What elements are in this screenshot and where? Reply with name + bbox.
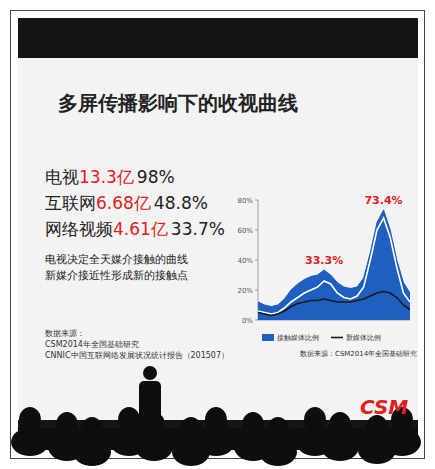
y-tick-label: 0% (242, 317, 253, 325)
source: 数据来源： (45, 329, 85, 338)
shoulders (321, 433, 359, 461)
annotation: 33.3% (305, 254, 343, 267)
stat-line: 网络视频4.61亿33.7% (45, 219, 225, 239)
legend-label: 新媒体比例 (346, 334, 381, 342)
stat-share: 98% (137, 167, 175, 187)
frame (11, 11, 425, 459)
note: 新媒介接近性形成新的接触点 (45, 269, 188, 282)
y-tick-label: 60% (237, 227, 253, 235)
y-tick (255, 290, 258, 291)
shoulders (11, 428, 49, 456)
speaker-head (143, 366, 157, 380)
stat-label: 电视 (45, 167, 79, 187)
stat-count: 6.68亿 (96, 193, 151, 213)
legend-swatch (262, 334, 274, 341)
line (258, 292, 410, 316)
y-tick-label: 20% (237, 287, 253, 295)
y-tick (255, 320, 258, 321)
y-tick (255, 230, 258, 231)
page: 多屏传播影响下的收视曲线电视13.3亿98%互联网6.68亿48.8%网络视频4… (0, 0, 435, 469)
slide-title: 多屏传播影响下的收视曲线 (58, 91, 298, 115)
shoulders (73, 438, 111, 466)
slide (18, 58, 418, 420)
legend-label: 接触媒体比例 (277, 334, 319, 342)
stat-share: 48.8% (154, 193, 208, 213)
legend-swatch (331, 337, 343, 339)
speaker-body (139, 381, 161, 431)
logo: CSM (360, 395, 408, 419)
paper (0, 0, 435, 469)
y-tick (255, 200, 258, 201)
annotation: 73.4% (364, 194, 402, 207)
y-tick-label: 80% (237, 197, 253, 205)
audience (11, 366, 421, 466)
note: 电视决定全天媒介接触的曲线 (45, 253, 188, 266)
shoulders (135, 433, 173, 461)
source: CSM2014年全国基础研究 (45, 340, 139, 349)
stat-label: 网络视频 (45, 219, 113, 239)
chart-source: 数据来源：CSM2014年全国基础研究 (300, 350, 417, 358)
stat-count: 4.61亿 (113, 219, 168, 239)
stat-count: 13.3亿 (79, 167, 134, 187)
y-tick-label: 40% (237, 257, 253, 265)
shoulders (197, 428, 235, 456)
stat-line: 互联网6.68亿48.8% (45, 193, 208, 213)
source: CNNIC中国互联网络发展状况统计报告（201507） (45, 351, 229, 360)
plot (258, 210, 410, 320)
line (258, 218, 410, 314)
stat-line: 电视13.3亿98% (45, 167, 175, 187)
shoulders (259, 438, 297, 466)
shoulders (383, 428, 421, 456)
area (258, 210, 410, 320)
stat-share: 33.7% (171, 219, 225, 239)
y-tick (255, 260, 258, 261)
stat-label: 互联网 (45, 193, 96, 213)
photo-bg (18, 18, 418, 450)
